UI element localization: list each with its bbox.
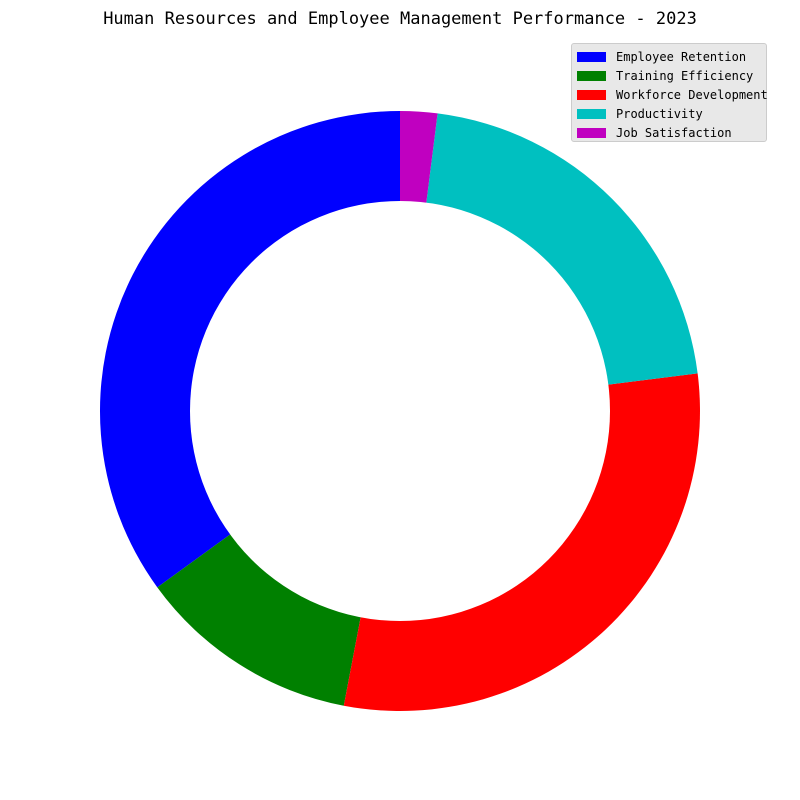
legend-label: Training Efficiency	[616, 68, 754, 83]
legend-swatch	[577, 127, 606, 138]
legend-item-employee-retention: Employee Retention	[577, 47, 766, 66]
legend-label: Productivity	[616, 106, 703, 121]
legend-swatch	[577, 89, 606, 100]
legend-swatch	[577, 70, 606, 81]
legend-item-training-efficiency: Training Efficiency	[577, 66, 766, 85]
legend-swatch	[577, 108, 606, 119]
legend-label: Workforce Development	[616, 87, 768, 102]
legend-swatch	[577, 51, 606, 62]
legend-label: Employee Retention	[616, 49, 747, 64]
legend-label: Job Satisfaction	[616, 125, 732, 140]
legend-item-job-satisfaction: Job Satisfaction	[577, 123, 766, 142]
legend: Employee Retention Training Efficiency W…	[571, 43, 768, 142]
chart-title: Human Resources and Employee Management …	[103, 9, 697, 29]
donut-hole	[190, 201, 610, 621]
legend-item-workforce-development: Workforce Development	[577, 85, 768, 104]
legend-item-productivity: Productivity	[577, 104, 766, 123]
